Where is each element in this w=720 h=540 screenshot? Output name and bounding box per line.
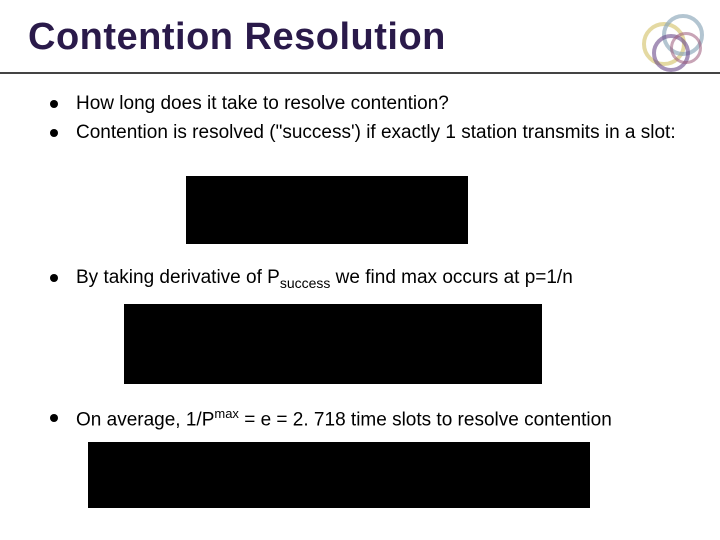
bullet-text: How long does it take to resolve content… (76, 92, 449, 117)
text-span: we find max occurs at p=1/n (330, 267, 572, 288)
bullet-icon (50, 414, 58, 422)
list-item: By taking derivative of Psuccess we find… (50, 266, 690, 292)
bullet-block-2: By taking derivative of Psuccess we find… (50, 266, 690, 296)
bullet-block-3: On average, 1/Pmax = e = 2. 718 time slo… (50, 406, 690, 437)
text-span: By taking derivative of P (76, 267, 280, 288)
bullet-icon (50, 129, 58, 137)
text-span: On average, 1/P (76, 409, 214, 430)
title-underline (0, 72, 720, 74)
list-item: How long does it take to resolve content… (50, 92, 690, 117)
slide-title: Contention Resolution (28, 16, 446, 59)
list-item: On average, 1/Pmax = e = 2. 718 time slo… (50, 406, 690, 433)
list-item: Contention is resolved ("success') if ex… (50, 121, 690, 146)
logo-icon (642, 6, 704, 68)
slide: Contention Resolution How long does it t… (0, 0, 720, 540)
superscript: max (214, 406, 239, 421)
bullet-icon (50, 100, 58, 108)
subscript: success (280, 275, 331, 291)
formula-box-3 (88, 442, 590, 508)
text-span: = e = 2. 718 time slots to resolve conte… (239, 409, 612, 430)
bullet-text: On average, 1/Pmax = e = 2. 718 time slo… (76, 406, 612, 433)
bullet-text: By taking derivative of Psuccess we find… (76, 266, 573, 292)
bullet-icon (50, 274, 58, 282)
formula-box-2 (124, 304, 542, 384)
formula-box-1 (186, 176, 468, 244)
bullet-block-1: How long does it take to resolve content… (50, 92, 690, 149)
bullet-text: Contention is resolved ("success') if ex… (76, 121, 676, 146)
